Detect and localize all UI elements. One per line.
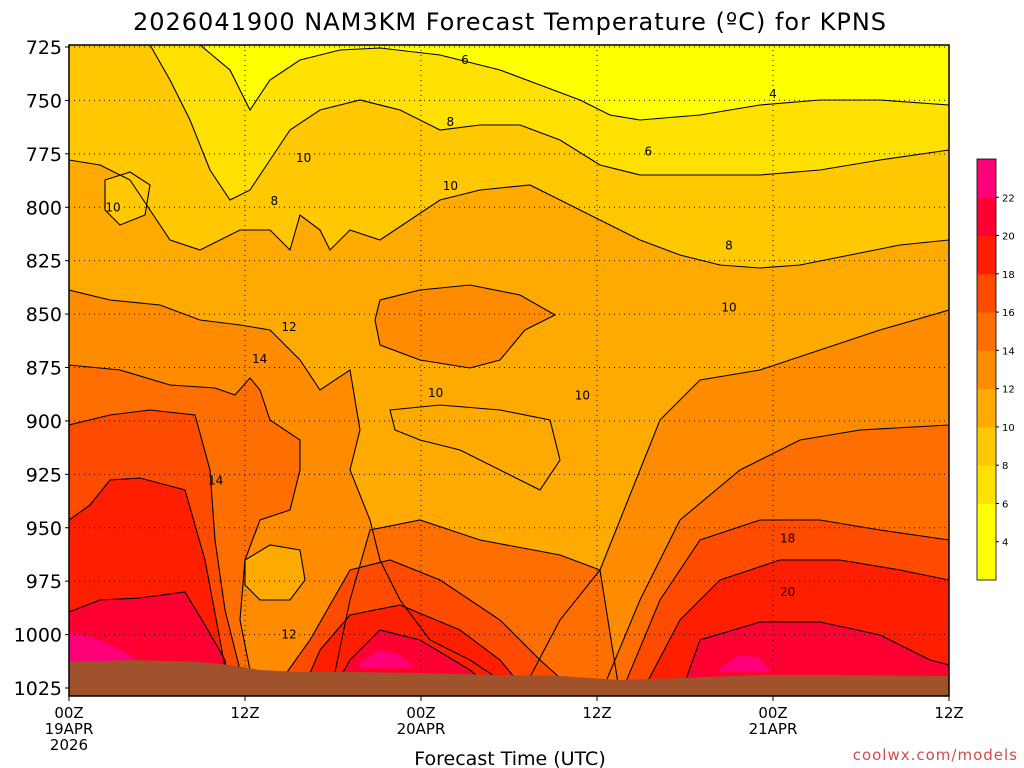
plot-border [68,44,950,697]
y-tick-label: 725 [26,37,62,59]
y-tick-label: 925 [26,464,62,486]
contour-label: 12 [281,628,296,642]
band-10-island [105,172,150,225]
y-tick-label: 850 [26,304,62,326]
x-tick-label: 12Z [230,704,259,722]
colorbar-label: 6 [1002,499,1008,510]
x-tick-label: 12Z [582,704,611,722]
plot-area: 6 4 8 6 10 10 8 10 8 10 12 14 10 10 14 18 20 12 [69,45,949,696]
colorbar-label: 16 [1002,308,1015,319]
contour-label: 10 [443,179,458,193]
x-axis-label: Forecast Time (UTC) [414,748,605,768]
y-tick-label: 825 [26,251,62,273]
colorbar-segment [977,465,996,504]
colorbar-segment [977,312,996,351]
colorbar-label: 10 [1002,423,1015,434]
colorbar-label: 4 [1002,538,1008,549]
colorbar-segment [977,388,996,428]
colorbar-label: 20 [1002,232,1015,243]
band-10-island [245,545,305,600]
contour-label: 4 [769,87,777,101]
y-tick-label: 875 [26,358,62,380]
contour-label: 10 [296,151,311,165]
chart-title: 2026041900 NAM3KM Forecast Temperature (… [133,8,887,36]
colorbar-label: 22 [1002,193,1015,204]
y-tick-label: 950 [26,518,62,540]
contour-label: 6 [645,145,653,159]
contour-label: 10 [721,301,736,315]
x-tick-label: 00Z [758,704,787,722]
contour-label: 14 [252,352,267,366]
y-tick-label: 1000 [14,625,62,647]
x-tick-date-label: 19APR [45,720,94,738]
contour-label: 6 [461,53,469,67]
colorbar-label: 8 [1002,461,1008,472]
colorbar-segment [977,197,996,237]
colorbar-segment [977,235,996,275]
contour-labels: 6 4 8 6 10 10 8 10 8 10 12 14 10 10 14 18 20 12 [105,53,795,642]
contour-label: 8 [725,239,733,253]
x-tick-date-label: 21APR [749,720,798,738]
x-tick-label: 12Z [934,704,963,722]
colorbar-label: 12 [1002,385,1015,396]
contour-label: 20 [780,585,795,599]
contour-label: 12 [281,320,296,334]
x-tick-label: 00Z [406,704,435,722]
contour-label: 8 [271,194,279,208]
colorbar: 4 6 8 10 12 14 16 18 20 22 [976,158,1015,581]
colorbar-label: 18 [1002,270,1015,281]
band-10-island [390,405,560,490]
x-tick-label: 00Z [54,704,83,722]
contour-label: 10 [428,386,443,400]
colorbar-border [976,158,997,581]
contour-label: 8 [447,115,455,129]
colorbar-segment [977,159,996,198]
colorbar-label: 14 [1002,346,1015,357]
contour-lines [69,45,949,696]
y-tick-label: 750 [26,90,62,112]
x-tick-date-label: 2026 [50,736,88,754]
colorbar-segment [977,426,996,466]
ground-surface [69,660,949,696]
colorbar-segment [977,273,996,313]
y-tick-label: 975 [26,571,62,593]
contour-label: 18 [780,531,795,545]
colorbar-segment [977,541,996,581]
y-tick-label: 800 [26,197,62,219]
y-axis: 725 750 775 800 825 850 875 900 925 950 975 1000 102… [14,37,69,700]
y-tick-label: 1025 [14,678,62,700]
colorbar-segment [977,503,996,543]
credit-text: coolwx.com/models [853,746,1018,764]
contour-label: 10 [575,388,590,402]
y-tick-label: 900 [26,411,62,433]
colorbar-segment [977,350,996,390]
contour-label: 14 [208,474,223,488]
contour-label: 10 [105,200,120,214]
x-tick-date-label: 20APR [397,720,446,738]
y-tick-label: 775 [26,144,62,166]
